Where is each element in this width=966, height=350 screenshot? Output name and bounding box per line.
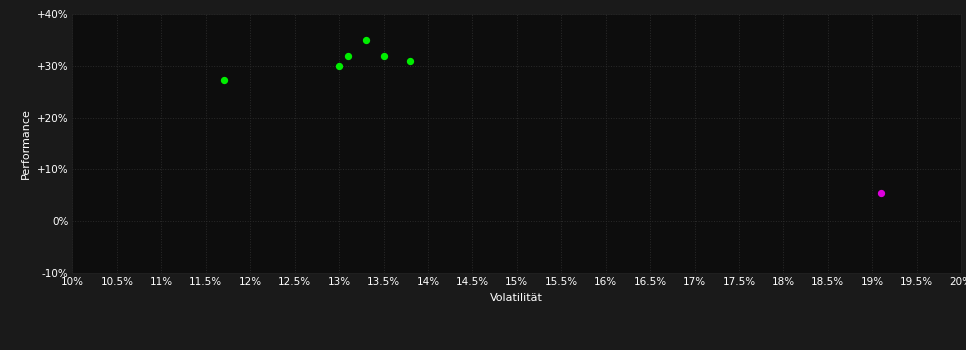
Y-axis label: Performance: Performance — [21, 108, 31, 179]
Point — [873, 190, 889, 196]
Point — [340, 54, 355, 59]
X-axis label: Volatilität: Volatilität — [491, 293, 543, 303]
Point — [331, 63, 347, 69]
Point — [358, 37, 374, 43]
Point — [215, 77, 231, 83]
Point — [376, 54, 391, 59]
Point — [403, 58, 418, 63]
